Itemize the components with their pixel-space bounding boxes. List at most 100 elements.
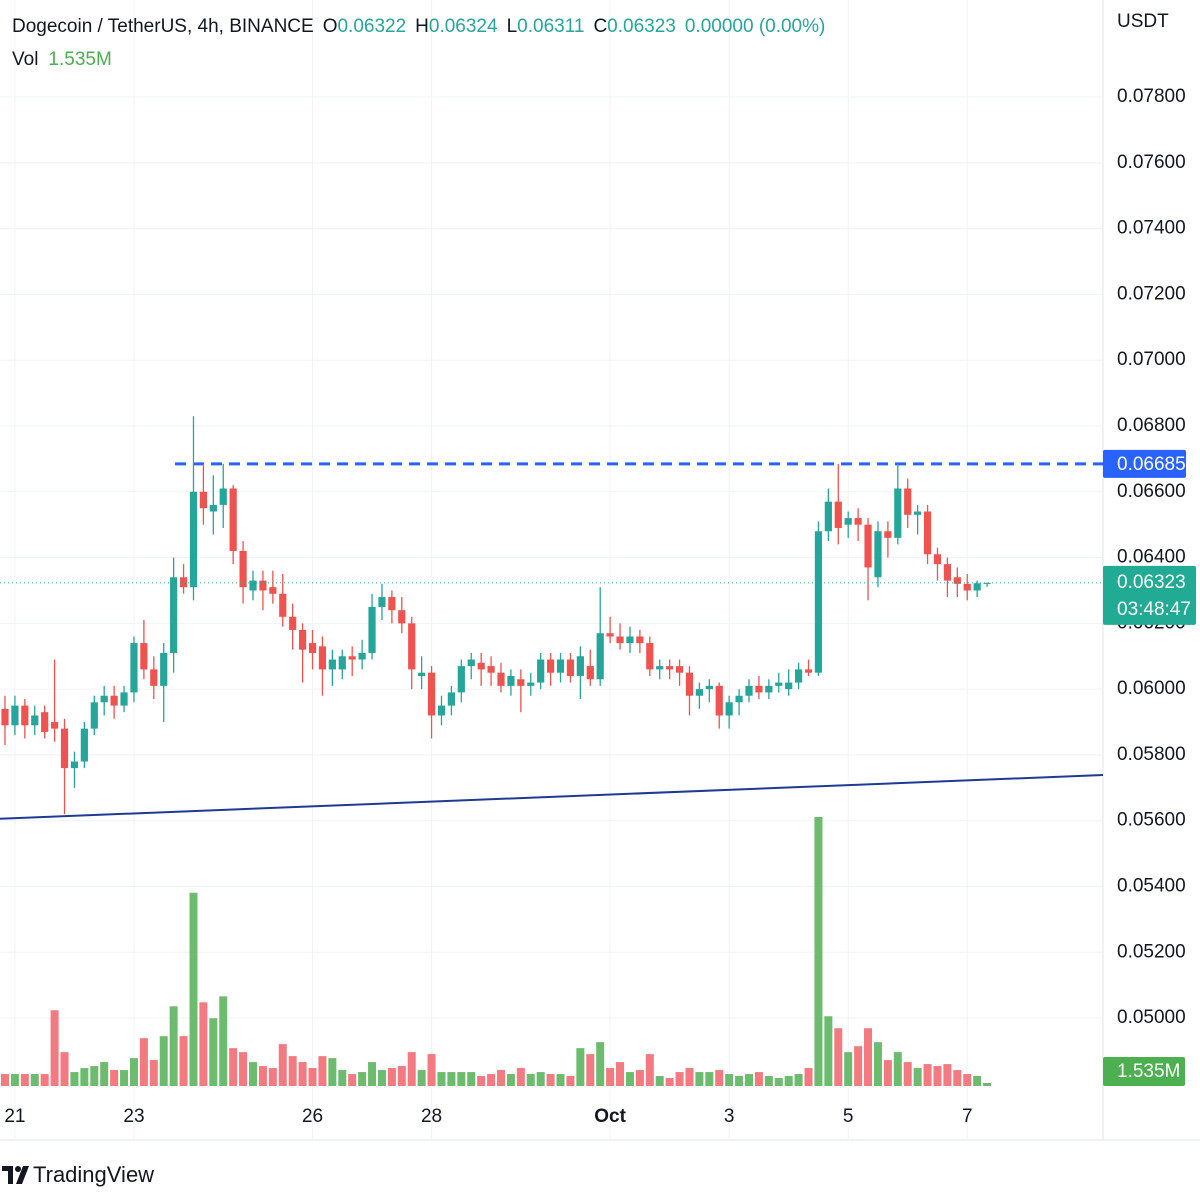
volume-bar <box>110 1070 119 1086</box>
volume-bar <box>794 1074 803 1086</box>
x-tick-label: 21 <box>4 1106 25 1127</box>
candle-body <box>487 666 495 673</box>
volume-bar <box>427 1054 436 1086</box>
candle-body <box>755 685 763 693</box>
volume-bar <box>814 817 823 1086</box>
candle-body <box>90 702 98 729</box>
ohlc-value: 0.06323 <box>607 16 676 37</box>
candle-body <box>170 577 178 653</box>
volume-bar <box>893 1052 902 1086</box>
volume-bar <box>120 1070 129 1086</box>
candle-body <box>804 669 813 673</box>
ohlc-value: 0.06322 <box>337 16 407 37</box>
volume-bar <box>318 1056 327 1086</box>
volume-bar <box>715 1070 724 1086</box>
x-tick-label: 5 <box>843 1106 854 1127</box>
change: 0.00000 (0.00%) <box>684 16 826 37</box>
candle-body <box>507 675 515 686</box>
candle-body <box>179 577 188 588</box>
x-tick-label: 26 <box>302 1106 323 1127</box>
candle-body <box>576 656 584 676</box>
symbol-title: Dogecoin / TetherUS, 4h, BINANCE <box>12 16 314 37</box>
candle-body <box>189 491 198 588</box>
volume-bar <box>90 1066 99 1086</box>
volume-bar <box>338 1070 347 1086</box>
candle-body <box>497 672 505 686</box>
candle-body <box>60 728 69 769</box>
candle-body <box>437 705 446 716</box>
volume-bar <box>219 996 228 1086</box>
volume-bar <box>189 892 198 1086</box>
volume-bar <box>60 1052 69 1086</box>
y-tick-label: 0.05200 <box>1117 941 1186 962</box>
candle-body <box>11 705 19 726</box>
volume-bar <box>566 1076 575 1086</box>
candle-body <box>259 580 267 591</box>
x-tick-label: 28 <box>421 1106 442 1127</box>
candle-body <box>874 531 882 578</box>
candle-body <box>130 643 138 693</box>
y-tick-label: 0.07800 <box>1117 86 1186 107</box>
resistance-price-label: 0.06685 <box>1117 454 1186 475</box>
volume-bar <box>754 1072 763 1086</box>
brand-logo <box>2 1166 29 1184</box>
volume-bar <box>467 1072 476 1086</box>
candle-body <box>527 682 535 686</box>
candle-body <box>666 666 674 670</box>
candle-body <box>308 643 317 653</box>
y-tick-label: 0.07200 <box>1117 283 1186 304</box>
volume-bar <box>983 1082 992 1086</box>
y-tick-label: 0.05800 <box>1117 744 1186 765</box>
volume-bar <box>348 1074 357 1086</box>
candle-body <box>318 646 327 670</box>
volume-bar <box>437 1072 446 1086</box>
y-tick-label: 0.06800 <box>1117 415 1186 436</box>
volume-bar <box>80 1068 89 1086</box>
volume-bar <box>546 1074 555 1086</box>
volume-value: 1.535M <box>48 49 112 70</box>
volume-header: Vol 1.535M <box>12 49 112 71</box>
volume-title: Vol <box>12 49 39 70</box>
volume-bar <box>70 1072 79 1086</box>
candle-body <box>834 501 842 528</box>
support-line <box>0 774 1104 820</box>
volume-bar <box>695 1072 704 1086</box>
volume-bar <box>387 1068 396 1086</box>
candle-body <box>626 636 634 644</box>
volume-bar <box>705 1072 714 1086</box>
volume-bar <box>864 1028 873 1086</box>
candle-body <box>586 666 594 680</box>
candle-body <box>854 518 862 525</box>
volume-bar <box>943 1064 952 1086</box>
x-tick-label: 23 <box>123 1106 144 1127</box>
volume-bar <box>497 1070 505 1086</box>
candle-body <box>616 636 624 644</box>
volume-bar <box>953 1070 962 1086</box>
volume-bar <box>635 1070 644 1086</box>
volume-bar <box>368 1062 377 1086</box>
y-tick-label: 0.07600 <box>1117 152 1186 173</box>
volume-bar <box>407 1052 416 1086</box>
candle-body <box>160 652 168 686</box>
candle-body <box>209 504 217 512</box>
candle-body <box>418 672 426 676</box>
candle-body <box>636 636 644 644</box>
volume-bar <box>804 1068 813 1086</box>
candle-body <box>695 689 703 696</box>
candle-body <box>229 488 237 551</box>
candle-body <box>477 662 485 670</box>
candle-body <box>517 679 525 686</box>
y-tick-label: 0.07400 <box>1117 218 1186 239</box>
volume-bar <box>308 1068 317 1086</box>
last-price-label: 0.06323 <box>1117 572 1186 593</box>
candle-body <box>933 554 942 565</box>
candle-body <box>70 761 79 769</box>
volume-bar <box>923 1064 932 1086</box>
candle-body <box>973 583 981 591</box>
volume-bar <box>209 1018 218 1086</box>
candle-body <box>51 722 59 729</box>
candle-body <box>269 587 277 594</box>
ohlc-key: H <box>415 16 429 37</box>
candle-body <box>547 659 555 673</box>
candle-body <box>368 606 376 653</box>
